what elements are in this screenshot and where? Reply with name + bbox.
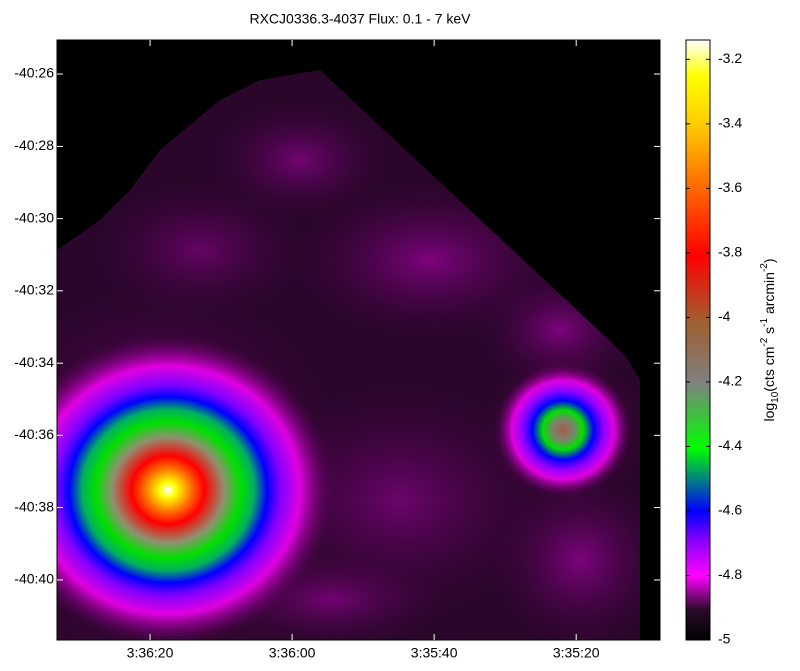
x-tick-label: 3:35:20	[553, 645, 600, 661]
y-tick-label: -40:28	[14, 137, 54, 153]
colorbar-label-part: s	[761, 327, 777, 338]
colorbar	[685, 39, 711, 641]
colorbar-label-part: -2	[759, 263, 770, 272]
y-tick-label: -40:32	[14, 281, 54, 297]
y-tick-label: -40:34	[14, 354, 54, 370]
colorbar-tick-label: -3.8	[718, 244, 742, 260]
colorbar-tick-label: -4.4	[718, 437, 742, 453]
colorbar-label-part: (cts cm	[761, 347, 777, 392]
colorbar-tick-label: -4	[718, 308, 731, 324]
colorbar-tick-label: -3.6	[718, 179, 742, 195]
y-tick-label: -40:30	[14, 209, 54, 225]
colorbar-tick-label: -5	[718, 631, 731, 647]
colorbar-label-part: )	[761, 258, 777, 263]
x-tick-label: 3:36:00	[269, 645, 316, 661]
chart-title: RXCJ0336.3-4037 Flux: 0.1 - 7 keV	[249, 11, 471, 27]
colorbar-label-part: -2	[759, 337, 770, 346]
y-tick-label: -40:26	[14, 65, 54, 81]
x-tick-label: 3:36:20	[127, 645, 174, 661]
colorbar-tick-label: -3.2	[718, 50, 742, 66]
colorbar-label: log10(cts cm-2 s-1 arcmin-2)	[759, 258, 781, 421]
colorbar-tick-label: -4.6	[718, 502, 742, 518]
y-tick-label: -40:38	[14, 498, 54, 514]
image	[57, 40, 660, 640]
y-tick-label: -40:36	[14, 426, 54, 442]
colorbar-label-part: -1	[759, 318, 770, 327]
colorbar-label-part: 10	[770, 391, 781, 403]
colorbar-label-part: arcmin	[761, 272, 777, 318]
colorbar-tick-label: -4.8	[718, 566, 742, 582]
plot-frame	[56, 39, 661, 641]
colorbar-label-part: log	[761, 403, 777, 422]
colorbar-tick-label: -4.2	[718, 373, 742, 389]
y-tick-label: -40:40	[14, 571, 54, 587]
x-tick-label: 3:35:40	[411, 645, 458, 661]
colorbar-tick-label: -3.4	[718, 115, 742, 131]
